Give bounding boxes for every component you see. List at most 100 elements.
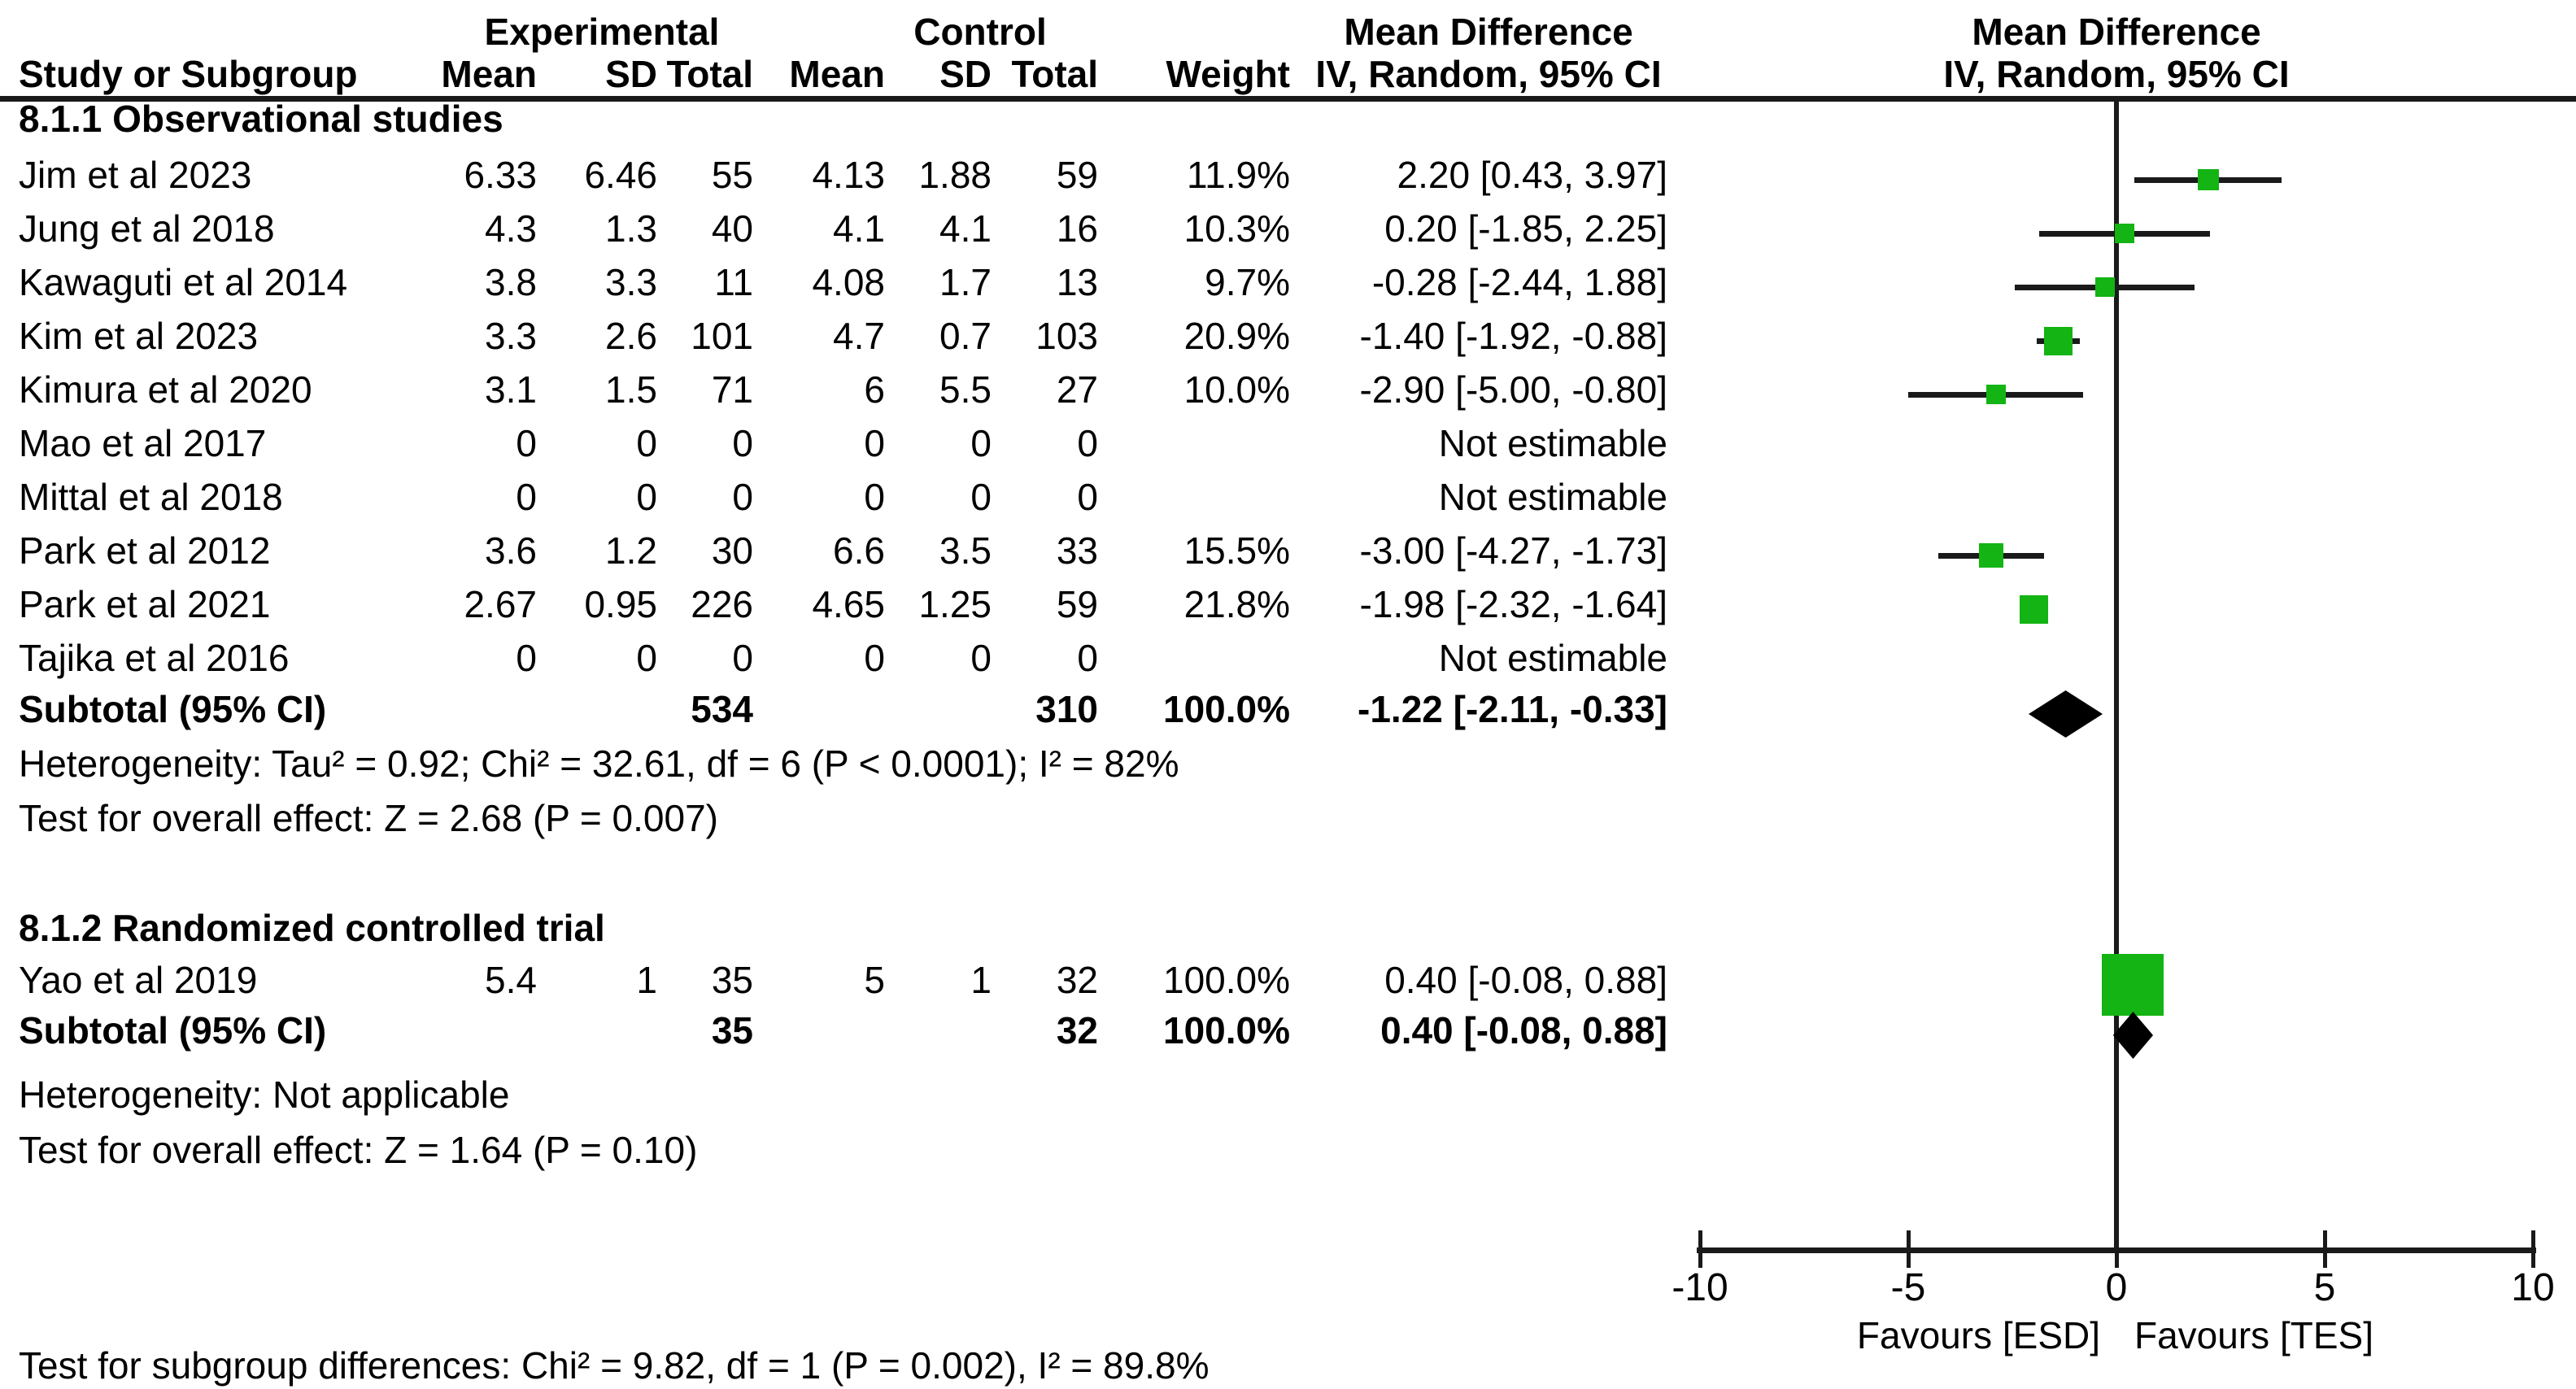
- cell-exp-total: 11: [714, 261, 753, 303]
- effect-marker: [2115, 224, 2135, 243]
- cell-weight: 21.8%: [1183, 583, 1290, 625]
- cell-ctrl-mean: 0: [864, 476, 885, 518]
- exp-mean-header: Mean: [441, 53, 537, 95]
- cell-ctrl-mean: 4.7: [833, 315, 885, 357]
- overall-effect-text: Test for overall effect: Z = 2.68 (P = 0…: [19, 797, 718, 839]
- cell-ctrl-total: 27: [1056, 368, 1098, 411]
- cell-exp-total: 55: [711, 154, 753, 196]
- cell-ctrl-total: 0: [1077, 422, 1098, 464]
- cell-ctrl-sd: 1.88: [918, 154, 992, 196]
- subtotal-weight: 100.0%: [1162, 1009, 1290, 1052]
- cell-md-ci: Not estimable: [1438, 637, 1667, 679]
- study-name: Park et al 2021: [19, 583, 271, 625]
- cell-exp-sd: 1.2: [605, 529, 657, 572]
- cell-exp-sd: 0: [636, 422, 657, 464]
- cell-md-ci: -1.40 [-1.92, -0.88]: [1359, 315, 1667, 357]
- study-name: Kim et al 2023: [19, 315, 259, 357]
- subgroup-title: 8.1.2 Randomized controlled trial: [19, 907, 605, 949]
- subtotal-label: Subtotal (95% CI): [19, 688, 327, 730]
- cell-ctrl-sd: 0: [970, 476, 992, 518]
- cell-ctrl-total: 0: [1077, 637, 1098, 679]
- cell-exp-mean: 3.6: [485, 529, 537, 572]
- axis-tick-label: -5: [1890, 1266, 1926, 1309]
- cell-ctrl-sd: 0: [970, 422, 992, 464]
- cell-exp-mean: 0: [516, 637, 537, 679]
- cell-ctrl-sd: 0: [970, 637, 992, 679]
- cell-exp-sd: 0.95: [584, 583, 657, 625]
- cell-exp-sd: 6.46: [584, 154, 657, 196]
- cell-exp-sd: 2.6: [605, 315, 657, 357]
- cell-md-ci: -1.98 [-2.32, -1.64]: [1359, 583, 1667, 625]
- subtotal-weight: 100.0%: [1162, 688, 1290, 730]
- cell-ctrl-sd: 1: [970, 959, 992, 1001]
- axis-tick-label: -10: [1672, 1266, 1728, 1309]
- subtotal-md-ci: -1.22 [-2.11, -0.33]: [1358, 688, 1667, 730]
- subtotal-exp-total: 534: [691, 688, 753, 730]
- cell-ctrl-mean: 0: [864, 422, 885, 464]
- cell-exp-total: 101: [691, 315, 753, 357]
- study-name: Jim et al 2023: [19, 154, 252, 196]
- axis-tick: [1698, 1230, 1702, 1268]
- axis-tick: [2114, 1230, 2119, 1268]
- cell-exp-mean: 3.3: [485, 315, 537, 357]
- cell-weight: 10.3%: [1183, 207, 1290, 250]
- cell-md-ci: 2.20 [0.43, 3.97]: [1397, 154, 1668, 196]
- cell-md-ci: Not estimable: [1438, 476, 1667, 518]
- weight-header: Weight: [1166, 53, 1290, 95]
- effect-marker: [2094, 277, 2115, 297]
- cell-ctrl-total: 33: [1056, 529, 1098, 572]
- cell-weight: 15.5%: [1183, 529, 1290, 572]
- cell-ctrl-total: 59: [1056, 154, 1098, 196]
- subtotal-exp-total: 35: [711, 1009, 753, 1052]
- cell-exp-sd: 1.5: [605, 368, 657, 411]
- cell-exp-mean: 6.33: [464, 154, 537, 196]
- cell-weight: 10.0%: [1183, 368, 1290, 411]
- cell-md-ci: 0.20 [-1.85, 2.25]: [1384, 207, 1667, 250]
- ctrl-mean-header: Mean: [789, 53, 885, 95]
- subtotal-ctrl-total: 32: [1056, 1009, 1098, 1052]
- study-name: Kawaguti et al 2014: [19, 261, 348, 303]
- exp-total-header: Total: [666, 53, 753, 95]
- cell-exp-total: 0: [732, 476, 753, 518]
- cell-md-ci: -2.90 [-5.00, -0.80]: [1359, 368, 1667, 411]
- cell-ctrl-mean: 6: [864, 368, 885, 411]
- cell-ctrl-mean: 0: [864, 637, 885, 679]
- heterogeneity-text: Heterogeneity: Not applicable: [19, 1073, 510, 1116]
- study-name: Mao et al 2017: [19, 422, 267, 464]
- cell-md-ci: -0.28 [-2.44, 1.88]: [1371, 261, 1667, 303]
- axis-tick-label: 0: [2105, 1266, 2128, 1309]
- cell-exp-mean: 0: [516, 476, 537, 518]
- cell-exp-sd: 0: [636, 476, 657, 518]
- cell-exp-total: 0: [732, 637, 753, 679]
- cell-ctrl-mean: 5: [864, 959, 885, 1001]
- cell-md-ci: Not estimable: [1438, 422, 1667, 464]
- study-name: Park et al 2012: [19, 529, 271, 572]
- header-rule: [0, 96, 2576, 102]
- cell-ctrl-total: 59: [1056, 583, 1098, 625]
- subtotal-diamond: [2112, 1012, 2154, 1059]
- effect-marker: [2020, 594, 2049, 624]
- study-name: Kimura et al 2020: [19, 368, 312, 411]
- cell-md-ci: -3.00 [-4.27, -1.73]: [1359, 529, 1667, 572]
- cell-exp-mean: 4.3: [485, 207, 537, 250]
- subgroup-title: 8.1.1 Observational studies: [19, 98, 503, 140]
- cell-ctrl-mean: 4.13: [812, 154, 885, 196]
- subtotal-diamond: [2028, 690, 2103, 738]
- cell-ctrl-mean: 4.08: [812, 261, 885, 303]
- study-name: Tajika et al 2016: [19, 637, 290, 679]
- cell-exp-mean: 3.1: [485, 368, 537, 411]
- cell-ctrl-sd: 1.7: [939, 261, 992, 303]
- md-plot-sub-header: IV, Random, 95% CI: [1943, 53, 2290, 95]
- subtotal-label: Subtotal (95% CI): [19, 1009, 327, 1052]
- effect-marker: [1985, 385, 2006, 404]
- favours-left-label: Favours [ESD]: [1856, 1314, 2100, 1356]
- cell-ctrl-total: 103: [1035, 315, 1098, 357]
- cell-ctrl-sd: 5.5: [939, 368, 992, 411]
- effect-marker: [1979, 543, 2004, 568]
- ctrl-total-header: Total: [1011, 53, 1098, 95]
- cell-exp-total: 71: [711, 368, 753, 411]
- cell-ctrl-mean: 4.65: [812, 583, 885, 625]
- cell-ctrl-mean: 6.6: [833, 529, 885, 572]
- cell-exp-sd: 3.3: [605, 261, 657, 303]
